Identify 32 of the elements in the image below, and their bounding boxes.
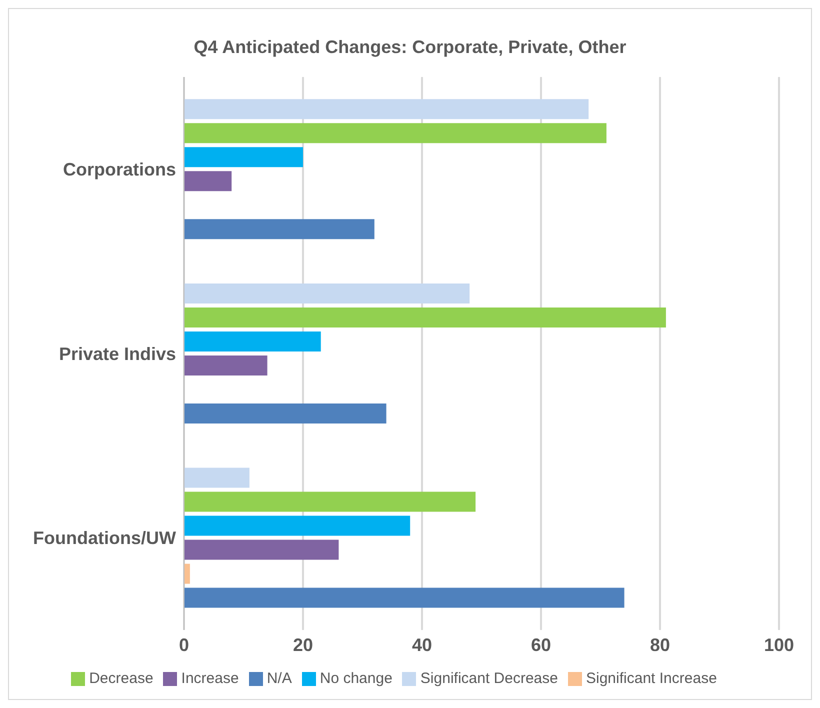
y-tick-label: Private Indivs	[58, 344, 176, 364]
bar	[184, 564, 190, 584]
legend-label: Increase	[181, 670, 239, 687]
x-tick-label: 0	[178, 634, 190, 655]
legend-label: Decrease	[89, 670, 154, 687]
x-tick-label: 80	[650, 634, 670, 655]
bar	[184, 171, 232, 192]
bar	[184, 403, 386, 424]
chart-title: Q4 Anticipated Changes: Corporate, Private, Other	[192, 36, 628, 59]
x-tick-label: 40	[412, 634, 432, 655]
bar	[184, 492, 476, 512]
bar	[184, 219, 374, 240]
legend-label: N/A	[266, 670, 292, 687]
bar	[184, 516, 410, 536]
bar	[184, 147, 303, 168]
x-tick-label: 60	[530, 634, 552, 655]
legend-label: Significant Decrease	[420, 670, 558, 687]
bar	[184, 123, 606, 144]
bar	[184, 99, 589, 120]
bar	[184, 355, 268, 376]
legend-label: Significant Increase	[586, 670, 717, 687]
legend-label: No change	[320, 670, 392, 687]
bar	[184, 283, 470, 304]
x-tick-label: 20	[292, 634, 314, 655]
y-tick-label: Foundations/UW	[33, 528, 176, 548]
bar	[184, 307, 666, 328]
bar	[184, 331, 321, 352]
bar	[184, 468, 250, 488]
y-tick-label: Corporations	[62, 160, 176, 180]
bar	[184, 540, 339, 560]
bar	[184, 588, 624, 608]
x-tick-label: 100	[764, 634, 794, 655]
